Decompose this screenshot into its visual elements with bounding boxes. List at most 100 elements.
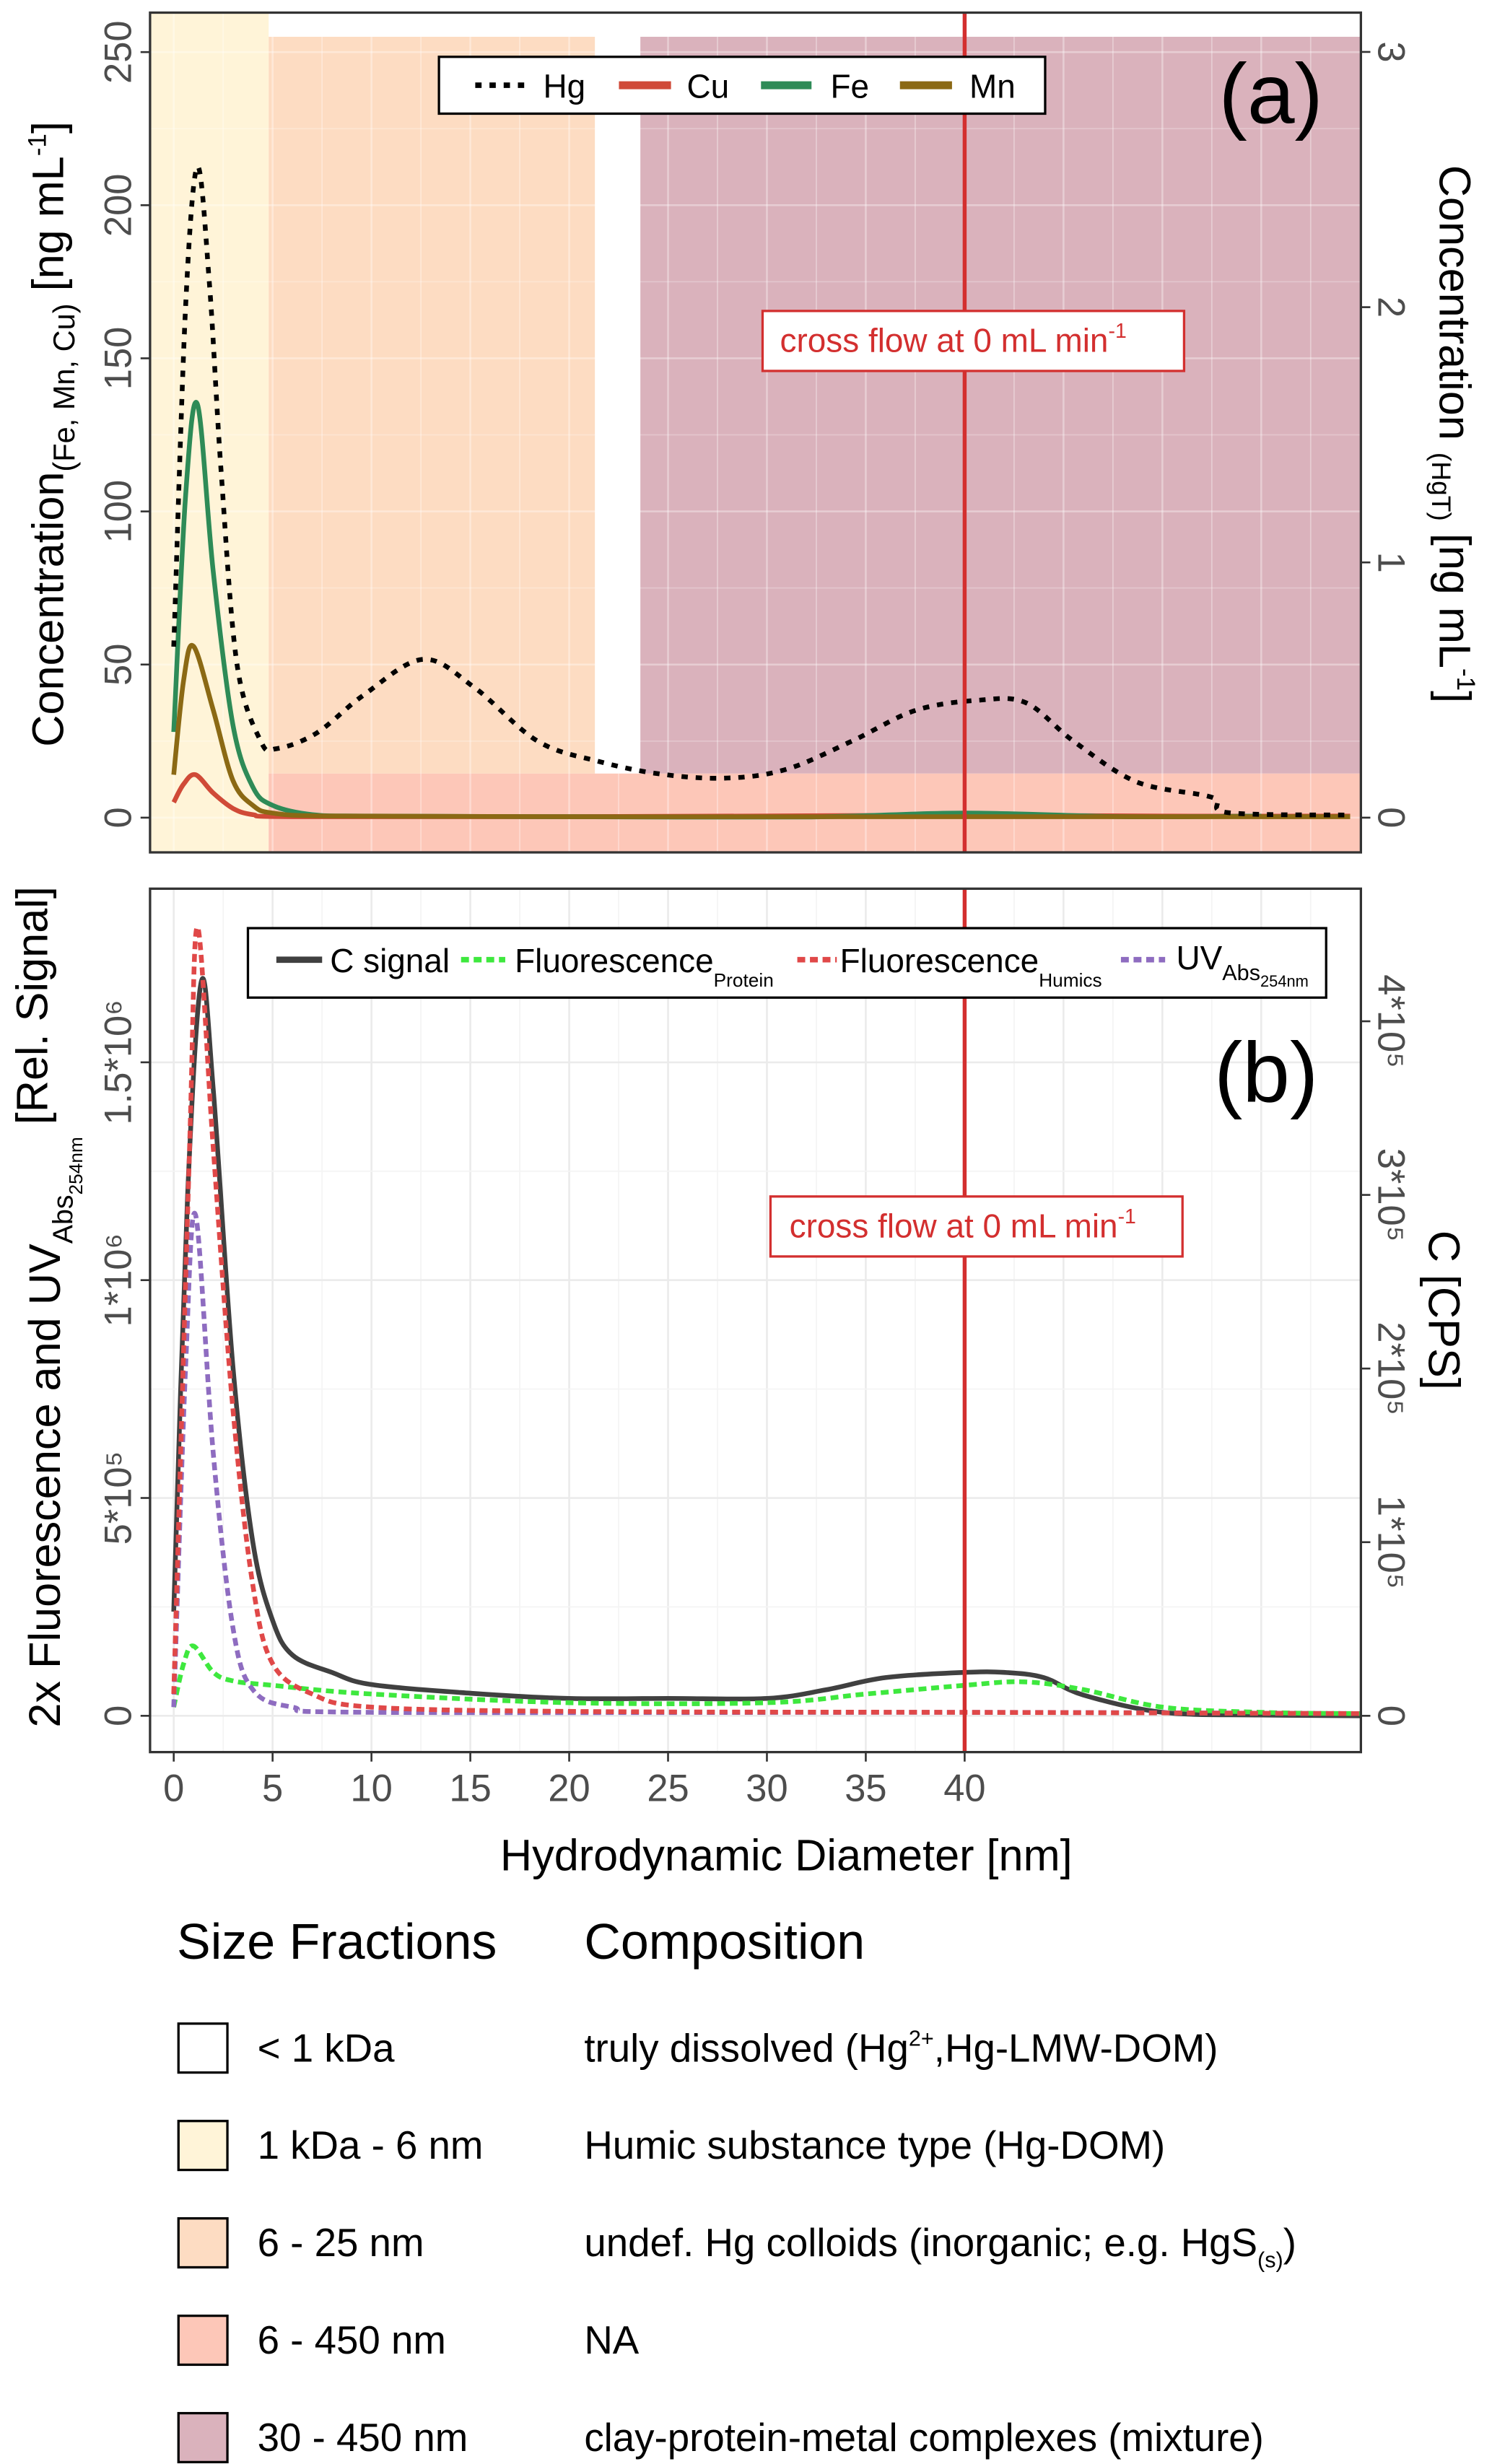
annotation-sup: -1 [1108, 320, 1126, 343]
legend-label-mn: Mn [969, 68, 1016, 105]
annotation-sup: -1 [1118, 1205, 1136, 1228]
y-tick-label-right: 0 [1369, 807, 1412, 828]
y-tick-label-right: 1*10⁵ [1369, 1495, 1412, 1589]
plot-frame [149, 887, 1362, 1754]
composition-label: NA [584, 2318, 639, 2362]
x-tick-label: 0 [163, 1767, 184, 1809]
color-swatch [177, 2120, 229, 2172]
size-fraction-regions [149, 12, 1361, 853]
y-tick-label-left: 150 [97, 327, 140, 390]
grid [149, 888, 1361, 1752]
y-tick-label-left: 0 [97, 1705, 140, 1726]
size-legend-row: 6 - 450 nm NA [177, 2314, 640, 2367]
x-axis-title: Hydrodynamic Diameter [nm] [500, 1831, 1073, 1880]
y-tick-label-right: 3 [1369, 41, 1412, 62]
size-fraction-legend: Size Fractions Composition < 1 kDa truly … [177, 1913, 1296, 2464]
size-legend-row: 30 - 450 nm clay-protein-metal complexes … [177, 2411, 1264, 2464]
cross-flow-annotation: cross flow at 0 mL min-1 [769, 1195, 1184, 1258]
size-fraction-label: < 1 kDa [258, 2026, 395, 2070]
panel-a: cross flow at 0 mL min-1 Hg Cu Fe Mn (a)… [24, 11, 1480, 854]
y-tick-label-left: 250 [97, 20, 140, 84]
svg-text:cross flow at 0 mL min-1: cross flow at 0 mL min-1 [790, 1205, 1136, 1245]
legend-header-fractions: Size Fractions [177, 1913, 497, 1970]
y-axis-title-left: 2x Fluorescence and UVAbs254nm [Rel. Sig… [8, 886, 87, 1727]
size-legend-row: 6 - 25 nm undef. Hg colloids (inorganic; … [177, 2217, 1296, 2272]
color-swatch [177, 2411, 229, 2464]
y-title-unit: [ng mL [24, 156, 73, 303]
y-tick-label-right: 2 [1369, 297, 1412, 318]
legend: Hg Cu Fe Mn [437, 56, 1047, 115]
y-tick-label-right: 0 [1369, 1705, 1412, 1726]
x-tick-label: 35 [845, 1767, 886, 1809]
size-legend-row: < 1 kDa truly dissolved (Hg2+,Hg-LMW-DOM) [177, 2022, 1218, 2074]
y-tick-label-right: 3*10⁵ [1369, 1148, 1412, 1242]
composition-label: clay-protein-metal complexes (mixture) [584, 2416, 1264, 2460]
legend-label-c-signal: C signal [330, 942, 450, 979]
annotation-text: cross flow at 0 mL min [790, 1207, 1118, 1245]
size-legend-row: 1 kDa - 6 nm Humic substance type (Hg-DOM… [177, 2120, 1165, 2172]
x-tick-label: 30 [746, 1767, 788, 1809]
legend-label-cu: Cu [686, 68, 729, 105]
y-title-subsub: 254nm [65, 1137, 87, 1194]
y-title-sup: -1 [24, 134, 52, 156]
axis-ticks: 0 5*10⁵ 1*10⁶ 1.5*10⁶ 0 1*10⁵ 2*10⁵ 3*10⁵ 4*10⁵ 0… [97, 974, 1413, 1809]
legend-label-fe: Fe [831, 68, 870, 105]
legend: C signal FluorescenceProtein Fluorescenc… [246, 927, 1327, 999]
x-tick-label: 40 [943, 1767, 985, 1809]
series-line-fluorescence-humics [171, 925, 1361, 1716]
y-title-close: [Rel. Signal] [8, 886, 57, 1137]
region-3 [640, 36, 1361, 774]
legend-label-hg: Hg [543, 68, 585, 105]
y-tick-label-left: 200 [97, 174, 140, 237]
y-tick-label-left: 50 [97, 644, 140, 686]
y-tick-label-right: 1 [1369, 552, 1412, 573]
region-4 [269, 773, 1361, 853]
region-2 [269, 36, 596, 774]
panel-b: cross flow at 0 mL min-1 C signal Fluore… [8, 886, 1469, 1880]
composition-label: undef. Hg colloids (inorganic; e.g. HgS(… [584, 2221, 1296, 2272]
color-swatch [177, 2314, 229, 2367]
series-line-hg [171, 164, 1351, 818]
y-tick-label-right: 2*10⁵ [1369, 1321, 1412, 1415]
size-fraction-label: 6 - 450 nm [258, 2318, 446, 2362]
x-tick-label: 5 [262, 1767, 283, 1809]
svg-text:cross flow at 0 mL min-1: cross flow at 0 mL min-1 [780, 320, 1127, 359]
y-title-unit: [ng mL [1431, 521, 1480, 668]
y-title-sub: (HgT) [1426, 453, 1457, 521]
panel-label-b: (b) [1214, 1026, 1318, 1121]
axis-ticks: 0 50 100 150 200 250 0 1 2 3 [97, 20, 1413, 828]
y-tick-label-left: 0 [97, 807, 140, 828]
plot-frame [149, 11, 1362, 854]
composition-label: Humic substance type (Hg-DOM) [584, 2123, 1165, 2167]
y-tick-label-left: 5*10⁵ [97, 1451, 140, 1545]
y-tick-label-right: 4*10⁵ [1369, 974, 1412, 1068]
size-fraction-label: 6 - 25 nm [258, 2221, 424, 2265]
y-axis-title-right: Concentration (HgT) [ng mL-1] [1426, 165, 1480, 703]
y-tick-label-left: 1.5*10⁶ [97, 1000, 140, 1124]
x-tick-label: 25 [647, 1767, 689, 1809]
y-title-sub: (Fe, Mn, Cu) [47, 303, 81, 471]
y-title-main: Concentration [24, 472, 73, 747]
y-title-sup: -1 [1452, 668, 1480, 691]
series-line-fluorescence-protein [171, 1643, 1361, 1716]
y-title-main: Concentration [1431, 165, 1480, 453]
y-title-close: ] [1431, 691, 1480, 703]
x-tick-label: 15 [449, 1767, 491, 1809]
legend-label-humics: FluorescenceHumics [840, 942, 1102, 991]
annotation-text: cross flow at 0 mL min [780, 322, 1109, 359]
y-tick-label-left: 100 [97, 480, 140, 543]
legend-label-protein: FluorescenceProtein [515, 942, 774, 991]
region-1 [149, 12, 269, 853]
y-title-main: 2x Fluorescence and UV [20, 1244, 69, 1728]
color-swatch [177, 2022, 229, 2074]
y-title-sub: Abs [48, 1194, 79, 1244]
x-tick-label: 20 [548, 1767, 590, 1809]
y-tick-label-left: 1*10⁶ [97, 1233, 140, 1327]
series-lines [171, 925, 1361, 1718]
size-fraction-label: 1 kDa - 6 nm [258, 2123, 484, 2167]
legend-label-uv: UVAbs254nm [1176, 939, 1308, 990]
size-fraction-label: 30 - 450 nm [258, 2416, 468, 2460]
y-axis-title-left: Concentration(Fe, Mn, Cu) [ng mL-1] [24, 121, 81, 747]
panel-label-a: (a) [1219, 47, 1323, 142]
